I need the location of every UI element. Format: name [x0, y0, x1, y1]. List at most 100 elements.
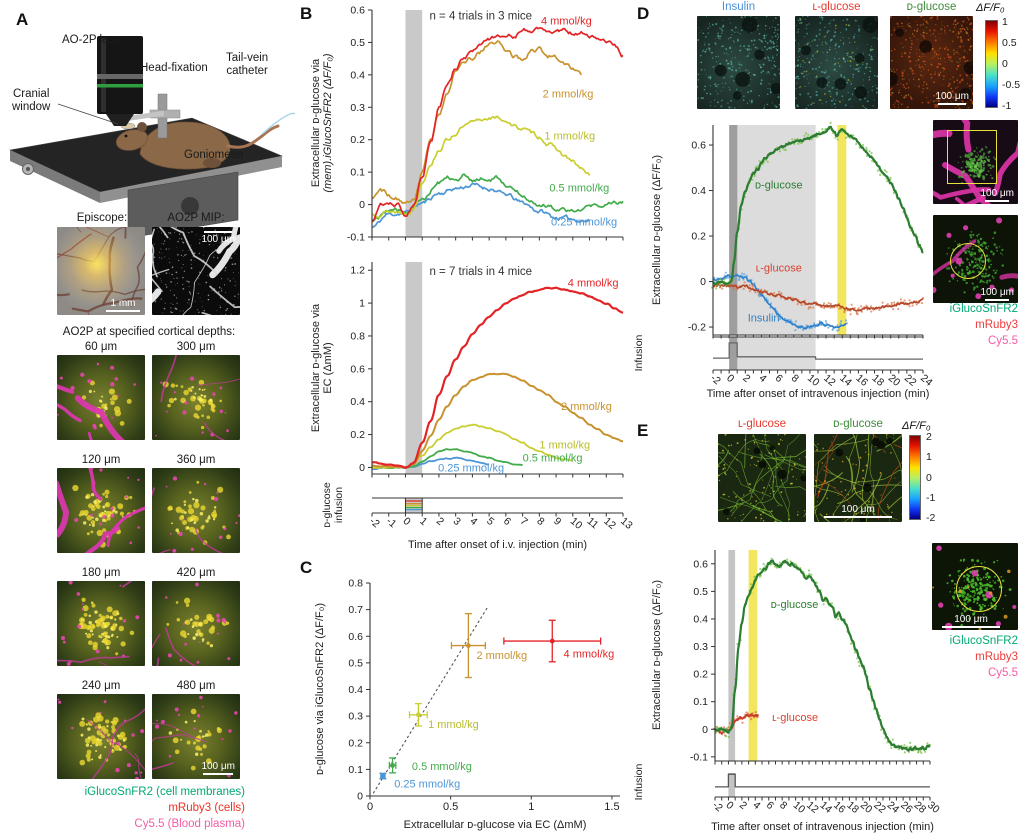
svg-text:0: 0 — [724, 799, 736, 812]
depth-image-60um — [57, 355, 145, 440]
svg-text:1: 1 — [417, 515, 429, 528]
colorbar-tick-label: -1 — [1002, 100, 1012, 113]
insulin-response-image — [697, 16, 780, 109]
depth-image-300um — [152, 355, 240, 440]
scale-bar-label: 100 μm — [201, 760, 235, 772]
svg-text:-2: -2 — [367, 515, 382, 530]
panel-b: B -0.1 0 0.1 0.2 0.3 0.4 0.5 0.6 n = 4 trials in… — [295, 0, 635, 558]
legend-entry: iGlucoSnFR2 (cell membranes) — [84, 786, 245, 798]
scale-bar-1mm: 1 mm — [106, 297, 140, 312]
depth-label: 180 μm — [81, 567, 121, 579]
svg-text:0.2: 0.2 — [348, 737, 363, 749]
episcope-label: Episcope: — [76, 212, 128, 224]
svg-text:-0.1: -0.1 — [347, 232, 365, 244]
svg-text:10: 10 — [805, 372, 822, 389]
svg-text:0.4: 0.4 — [691, 185, 706, 197]
image-label-d-glucose: ᴅ-glucose — [833, 418, 883, 430]
scale-bar-label: 100 μm — [201, 234, 235, 245]
scale-bar-label: 1 mm — [110, 297, 136, 309]
diagram-label-goniometer: Goniometer — [184, 149, 245, 161]
roi-circle — [956, 565, 1003, 612]
svg-text:0: 0 — [367, 801, 373, 813]
svg-text:ᴅ-glucose via iGlucoSnFR2 (ΔF/: ᴅ-glucose via iGlucoSnFR2 (ΔF/F₀) — [314, 603, 326, 775]
svg-text:Insulin: Insulin — [748, 312, 780, 324]
chart-c-calibration-scatter: 0 0.1 0.2 0.3 0.4 0.5 0.6 0.7 0.8 0 0.5 1 1.5 2 mmol/… — [314, 578, 620, 831]
depth-image-240um — [57, 694, 145, 779]
colorbar-tick-label: 1 — [926, 451, 932, 464]
svg-text:0.8: 0.8 — [348, 578, 363, 590]
panel-d-fluorophore-legend: iGlucoSnFR2 mRuby3 Cy5.5 — [870, 301, 1018, 349]
svg-text:8: 8 — [789, 372, 801, 385]
depth-image-480um: 100 μm — [152, 694, 240, 779]
depth-image-360um — [152, 468, 240, 553]
svg-text:2: 2 — [737, 799, 749, 812]
svg-text:0.1: 0.1 — [348, 764, 363, 776]
svg-text:0.2: 0.2 — [693, 669, 708, 681]
ao2p-mip-image: 100 μm — [152, 227, 240, 315]
panel-c-label: C — [300, 558, 313, 577]
svg-text:5: 5 — [484, 515, 496, 528]
svg-text:0.6: 0.6 — [350, 5, 365, 17]
svg-text:1: 1 — [528, 801, 534, 813]
svg-text:0.4: 0.4 — [350, 396, 365, 408]
svg-text:-2: -2 — [710, 799, 725, 814]
svg-text:0.3: 0.3 — [693, 641, 708, 653]
svg-text:0.6: 0.6 — [691, 140, 706, 152]
scale-bar-label: 100 μm — [841, 503, 875, 515]
svg-text:1.2: 1.2 — [350, 265, 365, 277]
svg-text:-1: -1 — [384, 515, 399, 530]
svg-text:1 mmol/kg: 1 mmol/kg — [544, 131, 595, 143]
panel-a-fluorophore-legend: iGlucoSnFR2 (cell membranes) mRuby3 (cell… — [0, 784, 245, 832]
diagram-label-head-fixation: Head-fixation — [140, 62, 208, 74]
colorbar-tick-label: 0 — [926, 471, 932, 484]
svg-text:0.5 mmol/kg: 0.5 mmol/kg — [549, 183, 609, 195]
panel-d-label: D — [637, 4, 650, 23]
svg-text:2 mmol/kg: 2 mmol/kg — [561, 401, 612, 413]
svg-text:4 mmol/kg: 4 mmol/kg — [568, 278, 619, 290]
svg-text:Infusion: Infusion — [633, 334, 645, 371]
svg-text:2 mmol/kg: 2 mmol/kg — [476, 650, 527, 662]
image-label-insulin: Insulin — [721, 1, 756, 13]
scale-bar-100um: 100 μm — [201, 760, 235, 775]
d-glucose-response-image: 100 μm — [814, 434, 902, 522]
svg-text:n = 4 trials in 3 mice: n = 4 trials in 3 mice — [429, 11, 532, 23]
inset-zoom-rectangle — [947, 130, 998, 185]
svg-text:0: 0 — [702, 724, 708, 736]
svg-text:0: 0 — [359, 199, 365, 211]
svg-text:0.25 mmol/kg: 0.25 mmol/kg — [438, 463, 504, 475]
chart-b-infusion-strip: -2 -1 0 1 2 3 4 5 6 7 8 9 10 11 12 13ᴅ-glucoseinfusionT… — [321, 482, 635, 551]
svg-text:0.8: 0.8 — [350, 330, 365, 342]
panel-d: D Insulin ʟ-glucose ᴅ-glucose 100 μm ΔF/… — [630, 0, 1024, 418]
chart-e-infusion-strip: -20 2 4 6 8 1012141618202224262830InfusionTim… — [633, 763, 942, 833]
svg-text:0.5: 0.5 — [348, 657, 363, 669]
svg-text:0.1: 0.1 — [350, 167, 365, 179]
scale-bar-100um: 100 μm — [201, 231, 235, 246]
svg-text:16: 16 — [853, 372, 870, 389]
svg-text:0.5: 0.5 — [693, 586, 708, 598]
svg-text:4 mmol/kg: 4 mmol/kg — [564, 649, 615, 661]
svg-text:11: 11 — [585, 515, 601, 531]
depth-image-420um — [152, 581, 240, 666]
svg-text:ʟ-glucose: ʟ-glucose — [756, 262, 802, 274]
svg-text:0.4: 0.4 — [348, 684, 363, 696]
svg-text:Time after onset of intravenou: Time after onset of intravenous injectio… — [707, 388, 930, 400]
depth-label: 360 μm — [176, 454, 216, 466]
svg-text:22: 22 — [902, 372, 919, 389]
depth-label: 120 μm — [81, 454, 121, 466]
legend-entry: Cy5.5 — [987, 667, 1018, 679]
colorbar-title: ΔF/F₀ — [902, 420, 931, 432]
svg-text:20: 20 — [886, 372, 903, 389]
svg-text:0: 0 — [359, 462, 365, 474]
svg-text:6: 6 — [773, 372, 785, 385]
svg-text:-0.2: -0.2 — [688, 322, 706, 334]
colorbar-tick-label: 0 — [1002, 58, 1008, 70]
svg-text:2 mmol/kg: 2 mmol/kg — [543, 89, 594, 101]
svg-text:0.25 mmol/kg: 0.25 mmol/kg — [551, 217, 617, 229]
episcope-image: 1 mm — [57, 227, 145, 315]
svg-text:Time after onset of i.v. injec: Time after onset of i.v. injection (min) — [408, 539, 587, 551]
svg-text:0.5 mmol/kg: 0.5 mmol/kg — [523, 453, 583, 465]
colorbar-tick-label: 1 — [1002, 15, 1008, 28]
svg-text:0.25 mmol/kg: 0.25 mmol/kg — [394, 778, 460, 790]
